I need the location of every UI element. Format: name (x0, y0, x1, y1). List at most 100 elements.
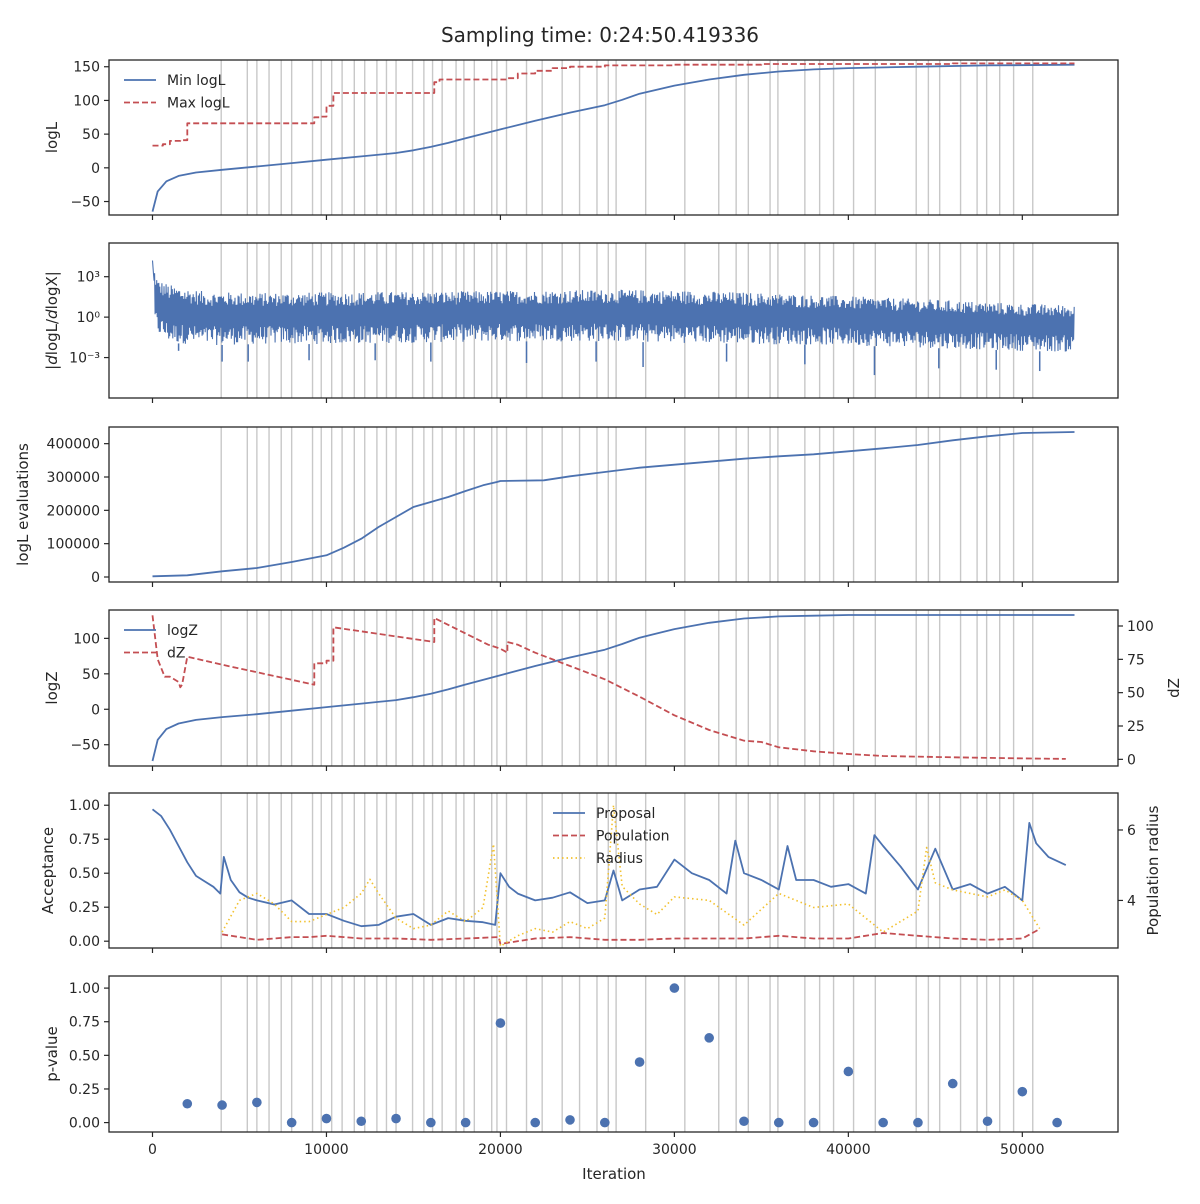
x-tick-label: 0 (148, 1142, 157, 1158)
scatter-point (1052, 1117, 1062, 1128)
scatter-point (947, 1078, 958, 1089)
y-right-tick-label: 75 (1127, 652, 1145, 668)
y-tick-label: 150 (73, 60, 100, 76)
y-tick-label: 0.25 (69, 1082, 100, 1098)
y-right-tick-label: 25 (1127, 719, 1145, 735)
series-line-dz (151, 615, 1066, 760)
legend-label: Proposal (596, 806, 655, 822)
axes-frame (108, 609, 1119, 767)
axes-frame (108, 792, 1119, 949)
y-tick-label: 10³ (77, 270, 100, 286)
y-right-tick-label: 50 (1127, 686, 1145, 702)
scatter-point (252, 1097, 262, 1108)
figure-title: Sampling time: 0:24:50.419336 (441, 23, 759, 47)
scatter-point (1017, 1086, 1028, 1097)
y-right-axis-label: dZ (1165, 678, 1183, 698)
y-tick-label: 0.50 (69, 866, 100, 882)
scatter-point (530, 1117, 541, 1128)
y-axis-label: logL evaluations (14, 443, 32, 566)
scatter-point (321, 1113, 332, 1124)
series-group (151, 62, 1075, 212)
scatter-point (634, 1057, 645, 1067)
run-boundaries (220, 610, 1034, 766)
y-axis-label: logL (43, 121, 61, 153)
series-line-radius (221, 804, 1041, 947)
y-right-tick-label: 100 (1127, 619, 1154, 635)
scatter-point (460, 1117, 471, 1128)
y-tick-label: 300000 (47, 470, 100, 486)
scatter-point (217, 1100, 227, 1110)
x-tick-label: 50000 (1000, 1142, 1045, 1158)
y-tick-label: 10⁻³ (69, 351, 100, 367)
scatter-point (495, 1018, 506, 1028)
x-tick-label: 10000 (304, 1142, 349, 1158)
y-tick-label: 1.00 (69, 798, 100, 814)
y-tick-label: 10⁰ (77, 310, 101, 326)
scatter-point (356, 1116, 367, 1127)
scatter-point (182, 1098, 193, 1109)
scatter-point (773, 1117, 784, 1128)
y-tick-label: 0.00 (69, 1116, 100, 1132)
panel-4: −50 0 50 100 0 25 50 75 100 logZ dZ logZ dZ (43, 609, 1183, 771)
y-tick-label: 0.75 (69, 832, 100, 848)
panel-5: 0.00 0.25 0.50 0.75 1.00 4 6 Acceptance Populati… (39, 792, 1162, 953)
scatter-point (286, 1117, 297, 1128)
series-line-population (221, 928, 1041, 945)
series-group (151, 614, 1075, 762)
y-tick-label: 100 (73, 93, 100, 109)
y-tick-label: 50 (82, 667, 100, 683)
y-right-axis-label: Population radius (1144, 805, 1162, 935)
scatter-point (913, 1117, 923, 1128)
y-tick-label: −50 (70, 738, 100, 754)
legend-label: Population (596, 829, 670, 845)
legend-label: Min logL (167, 73, 226, 89)
y-axis-label: Acceptance (39, 827, 57, 914)
y-tick-label: 0.75 (69, 1015, 100, 1031)
legend-label: dZ (167, 646, 185, 662)
series-group (151, 260, 1075, 376)
scatter-point (426, 1117, 436, 1128)
scatter-point (600, 1117, 610, 1128)
scatter-point (669, 983, 680, 993)
legend-label: Max logL (167, 96, 230, 112)
y-right-tick-label: 4 (1127, 893, 1136, 909)
series-line-main (152, 431, 1075, 578)
y-axis-label: p-value (43, 1026, 61, 1082)
derivative-series (151, 260, 1075, 352)
scatter-point (982, 1116, 993, 1127)
y-tick-label: 0 (91, 161, 100, 177)
y-right-tick-label: 6 (1127, 823, 1136, 839)
y-tick-label: 0 (91, 570, 100, 586)
legend: logZ dZ (124, 623, 198, 662)
x-tick-label: 40000 (826, 1142, 871, 1158)
y-axis-label: logZ (43, 671, 61, 704)
y-right-tick-label: 0 (1127, 752, 1136, 768)
panel-6: 0 10000 20000 30000 40000 50000 0.00 0.25 0.50 0.… (43, 975, 1119, 1158)
panel-1: −50 0 50 100 150 logL Min logL Max logL (43, 59, 1119, 220)
y-tick-label: 0 (91, 702, 100, 718)
y-tick-label: 100 (73, 631, 100, 647)
legend-label: logZ (167, 623, 198, 639)
series-line-proposal (151, 808, 1067, 928)
panel-3: 0 100000 200000 300000 400000 logL evaluation… (14, 426, 1119, 587)
scatter-point (565, 1115, 575, 1125)
scatter-point (808, 1117, 819, 1128)
scatter-point (739, 1116, 749, 1127)
run-boundaries (220, 793, 1034, 948)
run-boundaries (220, 427, 1034, 582)
panel-2: 10⁻³ 10⁰ 10³ |dlogL/dlogX| (43, 242, 1119, 403)
x-tick-label: 20000 (478, 1142, 523, 1158)
y-tick-label: 0.50 (69, 1048, 100, 1064)
scatter-point (704, 1033, 714, 1043)
axes-frame (108, 426, 1119, 583)
axes-frame (108, 242, 1119, 399)
y-axis-label: |dlogL/dlogX| (43, 271, 61, 370)
y-tick-label: 50 (82, 127, 100, 143)
y-tick-label: 0.00 (69, 934, 100, 950)
series-line-max-logl (152, 62, 1075, 147)
axes-frame (108, 975, 1119, 1133)
legend-label: Radius (596, 851, 643, 867)
y-tick-label: 200000 (47, 503, 100, 519)
series-group (152, 431, 1075, 578)
run-boundaries (220, 976, 1034, 1132)
